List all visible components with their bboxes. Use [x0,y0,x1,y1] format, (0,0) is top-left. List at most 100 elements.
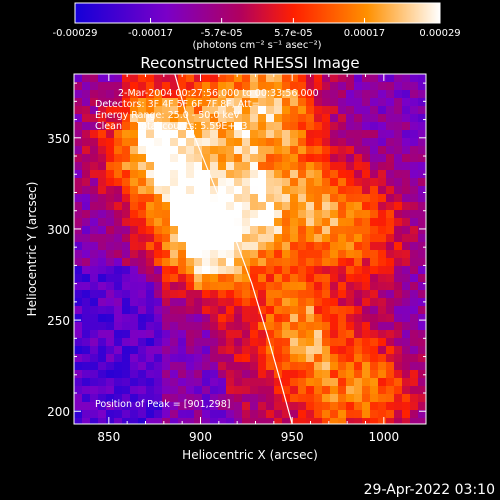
heatmap-cell [386,266,394,274]
heatmap-cell [266,378,274,386]
heatmap-cell [346,330,354,338]
heatmap-cell [322,90,330,98]
heatmap-cell [202,98,210,106]
heatmap-cell [154,314,162,322]
colorbar-tick-label: 0.00017 [344,28,385,39]
heatmap-cell [82,274,90,282]
heatmap-cell [154,250,162,258]
heatmap-cell [282,122,290,130]
heatmap-cell [282,130,290,138]
heatmap-cell [338,186,346,194]
heatmap-cell [146,410,154,418]
heatmap-cell [402,98,410,106]
heatmap-cell [314,242,322,250]
heatmap-cell [250,370,258,378]
heatmap-cell [154,274,162,282]
heatmap-cell [394,170,402,178]
heatmap-cell [394,178,402,186]
heatmap-cell [370,330,378,338]
heatmap-cell [298,122,306,130]
heatmap-cell [370,394,378,402]
heatmap-cell [242,258,250,266]
heatmap-cell [386,218,394,226]
heatmap-cell [82,154,90,162]
heatmap-cell [362,290,370,298]
heatmap-cell [146,322,154,330]
heatmap-cell [106,162,114,170]
heatmap-cell [98,290,106,298]
heatmap-cell [306,106,314,114]
heatmap-cell [226,266,234,274]
heatmap-cell [154,162,162,170]
heatmap-cell [234,410,242,418]
heatmap-cell [234,378,242,386]
heatmap-cell [170,266,178,274]
heatmap-cell [346,322,354,330]
heatmap-cell [234,322,242,330]
heatmap-cell [186,194,194,202]
heatmap-cell [338,170,346,178]
heatmap-cell [74,370,82,378]
heatmap-cell [218,338,226,346]
heatmap-cell [202,146,210,154]
heatmap-cell [394,378,402,386]
heatmap-cell [250,306,258,314]
heatmap-cell [98,202,106,210]
heatmap-cell [90,338,98,346]
heatmap-cell [338,122,346,130]
heatmap-cell [138,74,146,82]
heatmap-cell [178,394,186,402]
heatmap-cell [114,386,122,394]
heatmap-cell [82,202,90,210]
heatmap-cell [386,74,394,82]
heatmap-cell [194,82,202,90]
heatmap-cell [258,138,266,146]
heatmap-cell [410,314,418,322]
heatmap-cell [394,82,402,90]
heatmap-cell [394,74,402,82]
heatmap-cell [226,298,234,306]
heatmap-cell [330,266,338,274]
heatmap-image [74,74,426,424]
heatmap-cell [338,82,346,90]
heatmap-cell [298,330,306,338]
heatmap-cell [130,370,138,378]
heatmap-cell [82,178,90,186]
heatmap-cell [98,298,106,306]
heatmap-cell [282,178,290,186]
heatmap-cell [162,330,170,338]
heatmap-cell [202,138,210,146]
heatmap-cell [338,202,346,210]
heatmap-cell [418,74,426,82]
heatmap-cell [106,402,114,410]
heatmap-cell [330,74,338,82]
heatmap-cell [242,74,250,82]
heatmap-cell [418,410,426,418]
heatmap-cell [410,130,418,138]
heatmap-cell [330,242,338,250]
heatmap-cell [226,362,234,370]
heatmap-cell [418,146,426,154]
heatmap-cell [402,146,410,154]
heatmap-cell [354,170,362,178]
heatmap-cell [194,218,202,226]
heatmap-cell [314,410,322,418]
heatmap-cell [402,106,410,114]
heatmap-cell [74,194,82,202]
heatmap-cell [258,282,266,290]
heatmap-cell [354,338,362,346]
heatmap-cell [378,410,386,418]
heatmap-cell [130,322,138,330]
heatmap-cell [314,202,322,210]
heatmap-cell [298,338,306,346]
heatmap-cell [250,402,258,410]
heatmap-cell [130,154,138,162]
heatmap-cell [170,354,178,362]
heatmap-cell [354,306,362,314]
heatmap-cell [346,338,354,346]
heatmap-cell [154,290,162,298]
heatmap-cell [82,226,90,234]
heatmap-cell [322,226,330,234]
heatmap-cell [154,138,162,146]
heatmap-cell [98,314,106,322]
